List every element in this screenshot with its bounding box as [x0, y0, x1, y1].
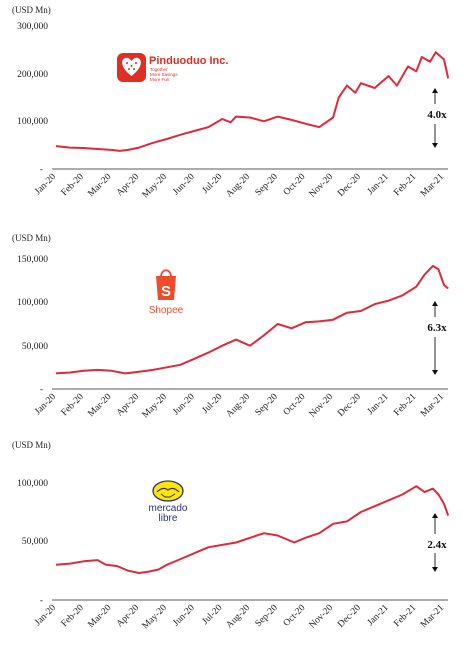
series-line-pinduoduo: [55, 51, 450, 152]
x-tick-label: Feb-20: [60, 603, 86, 629]
x-tick-labels: Jan-20 Feb-20 Mar-20 Apr-20 May-20 Jun-20 Jul-…: [33, 603, 446, 632]
unit-label: (USD Mn): [12, 440, 51, 450]
x-tick-label: Jan-20: [33, 172, 58, 197]
ytick-label: 100,000: [17, 479, 48, 489]
x-tick-label: Nov-20: [308, 172, 336, 200]
x-tick-label: Aug-20: [225, 172, 253, 200]
x-tick-label: Jul-20: [201, 603, 225, 627]
svg-text:S: S: [161, 283, 171, 300]
unit-label: (USD Mn): [12, 5, 51, 15]
x-tick-label: Mar-20: [86, 392, 113, 419]
x-tick-label: Feb-21: [392, 603, 418, 629]
x-tick-label: May-20: [141, 392, 170, 421]
x-tick-label: Jan-21: [366, 392, 391, 417]
x-tick-label: Jan-21: [366, 172, 391, 197]
ytick-label: -: [40, 596, 43, 606]
ytick-label: 150,000: [17, 255, 48, 265]
x-tick-label: Jan-20: [33, 603, 58, 628]
x-tick-label: Feb-20: [60, 392, 86, 418]
chart-mercado-libre: (USD Mn) 100,000 50,000 - Jan-20 Feb-20 Ma…: [12, 440, 450, 632]
x-tick-label: Dec-20: [336, 392, 363, 419]
ytick-label: 300,000: [17, 22, 48, 32]
growth-multiple: 2.4x: [427, 539, 447, 551]
pinduoduo-tagline: More Fun: [150, 77, 170, 82]
x-tick-label: Apr-20: [115, 172, 142, 199]
pinduoduo-tagline: Together: [150, 67, 168, 72]
x-tick-label: Apr-20: [115, 392, 142, 419]
pinduoduo-tagline: More Savings: [150, 72, 178, 77]
x-tick-label: Sep-20: [254, 603, 280, 629]
x-tick-label: Dec-20: [336, 172, 363, 199]
growth-arrow: 6.3x: [427, 301, 447, 375]
ytick-label: -: [40, 385, 43, 395]
ytick-label: -: [40, 165, 43, 175]
x-tick-label: Feb-20: [60, 172, 86, 198]
chart-pinduoduo: (USD Mn) 300,000 200,000 100,000 - Jan-2…: [12, 5, 450, 201]
ytick-label: 50,000: [22, 537, 48, 547]
shopee-logo: S Shopee: [149, 269, 184, 316]
x-tick-label: Oct-20: [282, 603, 308, 629]
mercado-libre-logo: mercado libre: [149, 480, 188, 524]
x-tick-label: Mar-20: [86, 603, 113, 630]
mercado-libre-logo-text: libre: [159, 513, 178, 524]
x-tick-label: May-20: [141, 603, 170, 632]
x-tick-label: Mar-21: [419, 392, 446, 419]
growth-multiple: 4.0x: [427, 109, 447, 121]
x-tick-label: Jan-21: [366, 603, 391, 628]
x-tick-label: Aug-20: [225, 603, 253, 631]
x-tick-label: Oct-20: [282, 172, 308, 198]
x-tick-label: Jun-20: [171, 603, 197, 629]
x-tick-label: Nov-20: [308, 603, 336, 631]
x-tick-label: Apr-20: [115, 603, 142, 630]
ytick-label: 50,000: [22, 342, 48, 352]
ytick-label: 200,000: [17, 70, 48, 80]
growth-arrow: 4.0x: [427, 88, 447, 148]
x-tick-label: Mar-20: [86, 172, 113, 199]
growth-multiple: 6.3x: [427, 322, 447, 334]
x-tick-label: Dec-20: [336, 603, 363, 630]
pinduoduo-logo-text: Pinduoduo Inc.: [149, 55, 228, 67]
ytick-label: 100,000: [17, 117, 48, 127]
x-tick-label: Jun-20: [171, 392, 197, 418]
x-tick-labels: Jan-20 Feb-20 Mar-20 Apr-20 May-20 Jun-20 Jul-…: [33, 392, 446, 421]
growth-arrow: 2.4x: [427, 513, 447, 572]
x-tick-labels: Jan-20 Feb-20 Mar-20 Apr-20 May-20 Jun-20 Jul-…: [33, 172, 446, 201]
x-tick-label: Sep-20: [254, 172, 280, 198]
x-tick-label: Jan-20: [33, 392, 58, 417]
x-tick-label: Jul-20: [201, 392, 225, 416]
ytick-label: 100,000: [17, 298, 48, 308]
unit-label: (USD Mn): [12, 233, 51, 243]
mercado-libre-logo-text: mercado: [149, 503, 188, 514]
series-line-mercado-libre: [55, 485, 450, 574]
x-tick-label: Mar-21: [419, 172, 446, 199]
pinduoduo-logo: Pinduoduo Inc. Together More Savings Mor…: [117, 53, 228, 82]
chart-shopee: (USD Mn) 150,000 100,000 50,000 - Jan-20…: [12, 233, 449, 421]
x-tick-label: Jul-20: [201, 172, 225, 196]
handshake-icon: [152, 480, 184, 502]
x-tick-label: Nov-20: [308, 392, 336, 420]
x-tick-label: Aug-20: [225, 392, 253, 420]
x-tick-label: May-20: [141, 172, 170, 201]
shopping-bag-icon: [156, 276, 176, 300]
x-tick-label: Jun-20: [171, 172, 197, 198]
x-tick-label: Feb-21: [392, 392, 418, 418]
x-tick-label: Sep-20: [254, 392, 280, 418]
shopee-logo-text: Shopee: [149, 305, 184, 316]
series-line-shopee: [55, 264, 449, 375]
x-tick-label: Oct-20: [282, 392, 308, 418]
x-tick-label: Mar-21: [419, 603, 446, 630]
x-tick-label: Feb-21: [392, 172, 418, 198]
